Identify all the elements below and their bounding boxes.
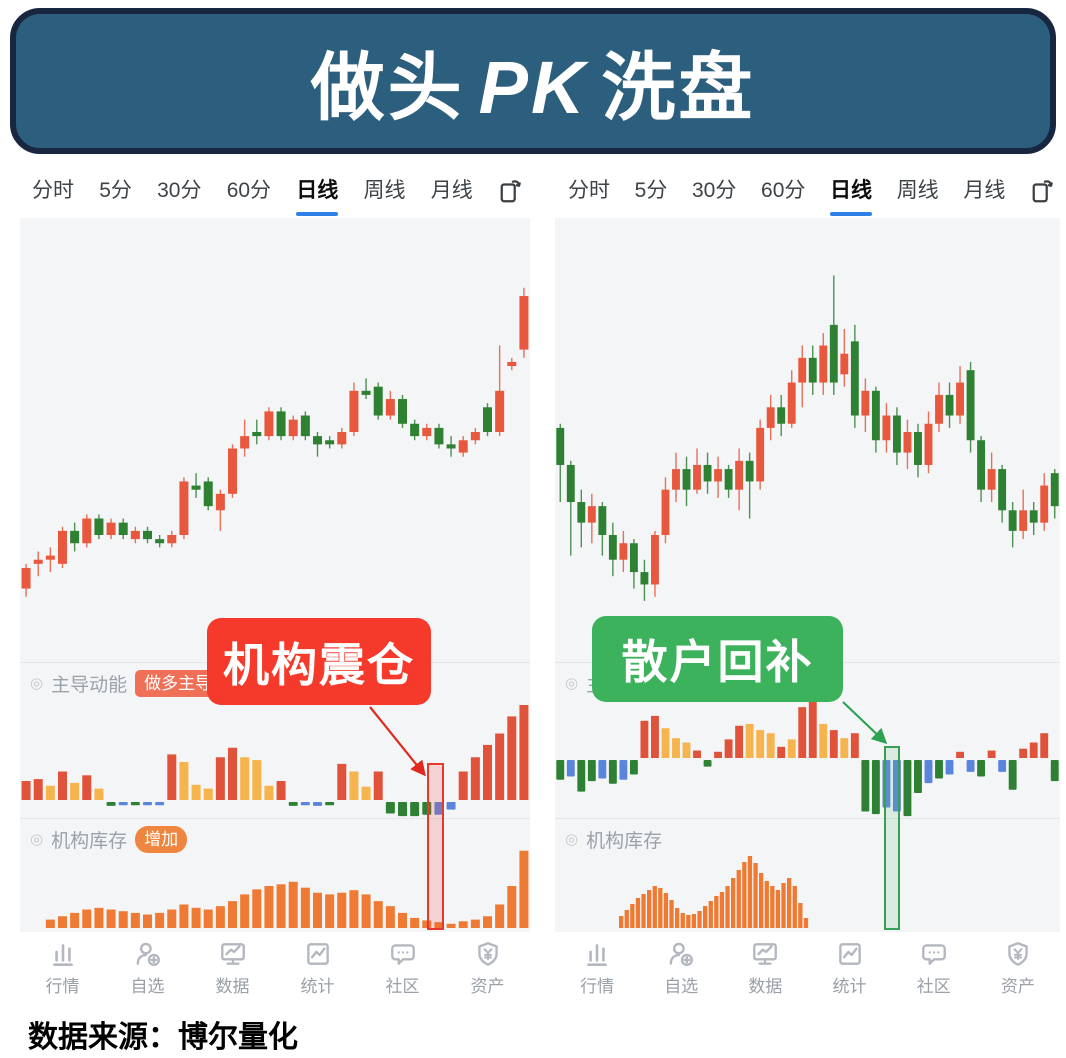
shakeout-highlight-column [427,763,444,930]
nav-item-watchlist[interactable]: 自选 [664,939,698,997]
timeframe-tabs-right: 分时 5分 30分 60分 日线 周线 月线 [568,166,1056,216]
tab-60min[interactable]: 60分 [761,179,806,202]
inventory-pane-header: ◎ 机构库存 [565,826,662,853]
nav-item-watchlist[interactable]: 自选 [131,939,165,997]
data-source-note: 数据来源：博尔量化 [28,1021,298,1054]
title-banner: 做头 PK 洗盘 [10,8,1056,154]
tab-weekly[interactable]: 周线 [363,179,406,202]
inventory-pane-title: 机构库存 [51,831,128,852]
momentum-pane-header: ◎ 主导动能 做多主导 [30,670,222,697]
nav-label: 自选 [130,977,165,996]
nav-item-community[interactable]: 社区 [386,939,420,997]
user-add-icon [669,942,694,966]
nav-label: 数据 [215,977,250,996]
nav-label: 社区 [916,977,951,996]
tab-60min[interactable]: 60分 [226,179,272,202]
stats-chart-icon [306,943,329,965]
inventory-pane-title: 机构库存 [586,831,663,852]
nav-label: 统计 [300,977,335,996]
inventory-pane-header: ◎ 机构库存 增加 [30,826,188,853]
tab-monthly[interactable]: 月线 [430,179,473,202]
chat-bubble-icon [390,944,415,965]
nav-item-assets[interactable]: 资产 [1001,939,1035,997]
nav-label: 行情 [580,977,615,996]
momentum-status-badge: 做多主导 [135,670,222,697]
gear-icon[interactable]: ◎ [30,831,44,848]
chart-panel-right: ◎ 主导动能 ◎ 机构库存 散户回补 [555,218,1060,932]
annotation-label-cover: 散户回补 [592,616,843,702]
shield-yen-icon [477,942,498,966]
nav-item-stats[interactable]: 统计 [833,939,867,997]
timeframe-tabs-left: 分时 5分 30分 60分 日线 周线 月线 [32,166,524,216]
gear-icon[interactable]: ◎ [565,675,579,692]
bar-chart-icon [52,944,73,967]
landscape-flip-icon[interactable] [498,176,524,206]
monitor-chart-icon [753,943,778,965]
nav-item-data[interactable]: 数据 [748,939,782,997]
nav-item-data[interactable]: 数据 [216,939,250,997]
tab-5min[interactable]: 5分 [99,179,132,202]
candlestick-chart [556,275,1059,601]
chat-bubble-icon [921,944,946,965]
nav-label: 资产 [470,977,505,996]
inventory-bar-chart [619,856,809,928]
shield-yen-icon [1008,942,1028,966]
stats-chart-icon [838,943,861,965]
bottom-nav-left: 行情 自选 数据 统计 社区 资产 [20,932,530,1004]
monitor-chart-icon [220,943,245,965]
annotation-label-shakeout: 机构震仓 [207,618,431,705]
gear-icon[interactable]: ◎ [565,831,579,848]
nav-item-quotes[interactable]: 行情 [46,939,80,997]
momentum-bar-chart [556,700,1059,817]
inventory-status-badge: 增加 [135,826,188,853]
tab-30min[interactable]: 30分 [692,179,737,202]
tab-monthly[interactable]: 月线 [963,179,1006,202]
nav-label: 统计 [832,977,867,996]
gear-icon[interactable]: ◎ [30,675,44,692]
tab-minute[interactable]: 分时 [568,179,610,202]
candlestick-chart [21,287,529,597]
tab-daily[interactable]: 日线 [830,177,872,205]
nav-label: 自选 [664,977,699,996]
nav-label: 资产 [1000,977,1035,996]
title-pk: PK [478,45,588,129]
inventory-bar-chart [45,850,529,928]
landscape-flip-icon[interactable] [1030,176,1056,206]
tab-30min[interactable]: 30分 [157,179,202,202]
nav-item-assets[interactable]: 资产 [471,939,505,997]
tab-minute[interactable]: 分时 [32,179,74,202]
tab-daily[interactable]: 日线 [296,177,338,205]
pane-divider [20,818,530,819]
tab-5min[interactable]: 5分 [634,179,668,202]
nav-label: 社区 [385,977,420,996]
chart-panel-left: ◎ 主导动能 做多主导 ◎ 机构库存 增加 机构震仓 [20,218,530,932]
nav-label: 数据 [748,977,783,996]
nav-item-quotes[interactable]: 行情 [580,939,614,997]
pane-divider [555,818,1060,819]
momentum-bar-chart [21,705,529,817]
cover-highlight-column [884,746,900,930]
tab-weekly[interactable]: 周线 [896,179,939,202]
momentum-pane-title: 主导动能 [51,675,128,696]
nav-item-community[interactable]: 社区 [917,939,951,997]
user-add-icon [136,942,160,966]
page-title: 做头 PK 洗盘 [310,45,756,129]
nav-label: 行情 [45,977,80,996]
bar-chart-icon [587,944,607,967]
bottom-nav-right: 行情 自选 数据 统计 社区 资产 [555,932,1060,1004]
nav-item-stats[interactable]: 统计 [301,939,335,997]
